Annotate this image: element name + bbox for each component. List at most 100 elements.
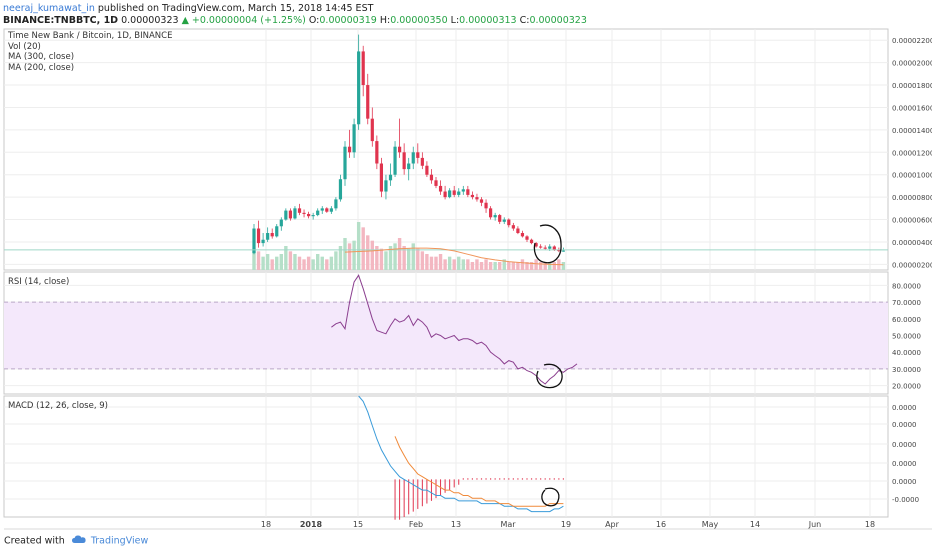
volume-bar [552,262,556,270]
ma200-legend[interactable]: MA (200, close) [8,62,75,73]
volume-bar [347,243,352,270]
volume-bar [370,240,374,270]
volume-bar [297,256,302,270]
macd-hist-bar [485,478,487,480]
close-label: C: [519,15,530,26]
volume-bar [516,262,520,270]
candle-body [543,247,547,249]
hand-drawn-annotations [533,224,563,507]
y-tick-label: 70.0000 [892,299,921,307]
y-tick-label: 0.00002000 [892,60,932,68]
low-label: L: [450,15,460,26]
candle-body [252,228,256,254]
y-tick-label: 0.00000200 [892,261,932,269]
y-tick-label: 0.0000 [892,478,917,486]
candle-body [293,208,297,219]
candle-body [366,85,370,119]
volume-bar [329,256,334,270]
candle-body [511,225,515,229]
volume-bar [316,254,320,270]
candle-body [288,210,292,219]
macd-hist-bar [549,478,551,480]
candle-body [529,239,534,244]
volume-bar [306,256,311,270]
macd-hist-bar [544,478,546,480]
candle-body [302,212,306,214]
volume-bar [498,262,502,270]
candle-body [334,199,338,209]
high-label: H: [379,15,391,26]
volume-bar [379,248,384,270]
candle-body [484,202,488,209]
ma200-line [344,247,564,266]
candle-body [552,246,556,250]
macd-hist-bar [494,478,496,480]
price-circle-annotation [533,224,562,264]
volume-bar [452,259,456,270]
macd-legend[interactable]: MACD (12, 26, close, 9) [8,401,108,411]
rsi-band-fill [4,302,888,369]
volume-bar [302,259,306,270]
macd-hist-bar [462,478,464,480]
volume-bar [561,262,566,270]
volume-bar [384,251,388,270]
volume-bar [279,254,283,270]
macd-hist-bar [467,478,469,480]
y-tick-label: 50.0000 [892,333,921,341]
y-tick-label: 0.00000600 [892,217,932,225]
volume-bar [447,256,452,270]
macd-hist-bar [517,478,519,480]
volume-bar [397,238,402,270]
x-tick-label: Feb [409,520,423,529]
rsi-line [331,274,578,385]
candle-body [557,249,561,252]
volume-bar [438,254,443,270]
candle-body [297,208,302,213]
vol-legend[interactable]: Vol (20) [8,41,41,52]
macd-hist-bar [490,478,492,480]
candle-body [416,152,420,158]
open-value: 0.00000319 [319,15,377,26]
y-tick-label: 0.00001400 [892,127,932,135]
candle-body [316,210,320,216]
volume-bar [388,246,393,270]
published-text: published on TradingView.com, March 15, … [97,3,374,14]
volume-bar [457,256,461,270]
macd-hist-bar [512,478,514,480]
ohlc-line: BINANCE:TNBBTC, 1D 0.00000323 ▲ +0.00000… [3,15,587,26]
volume-bar [361,227,365,270]
candle-body [525,236,529,240]
candle-body [548,246,552,249]
main-legend-title[interactable]: Time New Bank / Bitcoin, 1D, BINANCE [8,31,173,41]
candle-body [393,146,397,175]
volume-bars [252,222,566,270]
macd-hist-bar [558,478,560,480]
author-link[interactable]: neeraj_kumawat_in [3,3,95,14]
candle-body [507,219,511,226]
volume-bar [275,256,279,270]
x-tick-label: 15 [353,520,363,529]
created-with-text: Created with [4,535,65,547]
x-tick-label: 14 [750,520,760,529]
last-price: 0.00000323 [121,15,179,26]
ma300-legend[interactable]: MA (300, close) [8,52,75,62]
y-axis-ticks: 0.00002200 0.00002000 0.00001800 0.00001600… [892,37,932,504]
y-tick-label: 80.0000 [892,282,921,290]
candle-body [307,213,311,217]
volume-bar [416,248,420,270]
volume-bar [543,262,547,270]
candle-body [279,219,283,227]
grid-lines [4,29,888,517]
volume-bar [375,246,379,270]
y-tick-label: 0.0000 [892,441,917,449]
y-tick-label: 20.0000 [892,383,921,391]
volume-bar [252,248,256,270]
tradingview-brand[interactable]: TradingView [90,535,149,547]
y-tick-label: 60.0000 [892,316,921,324]
candles [252,34,565,255]
x-tick-label: Apr [605,520,620,529]
y-tick-label: 0.0000 [892,421,917,429]
x-tick-label: 18 [865,520,875,529]
rsi-legend[interactable]: RSI (14, close) [8,277,70,287]
